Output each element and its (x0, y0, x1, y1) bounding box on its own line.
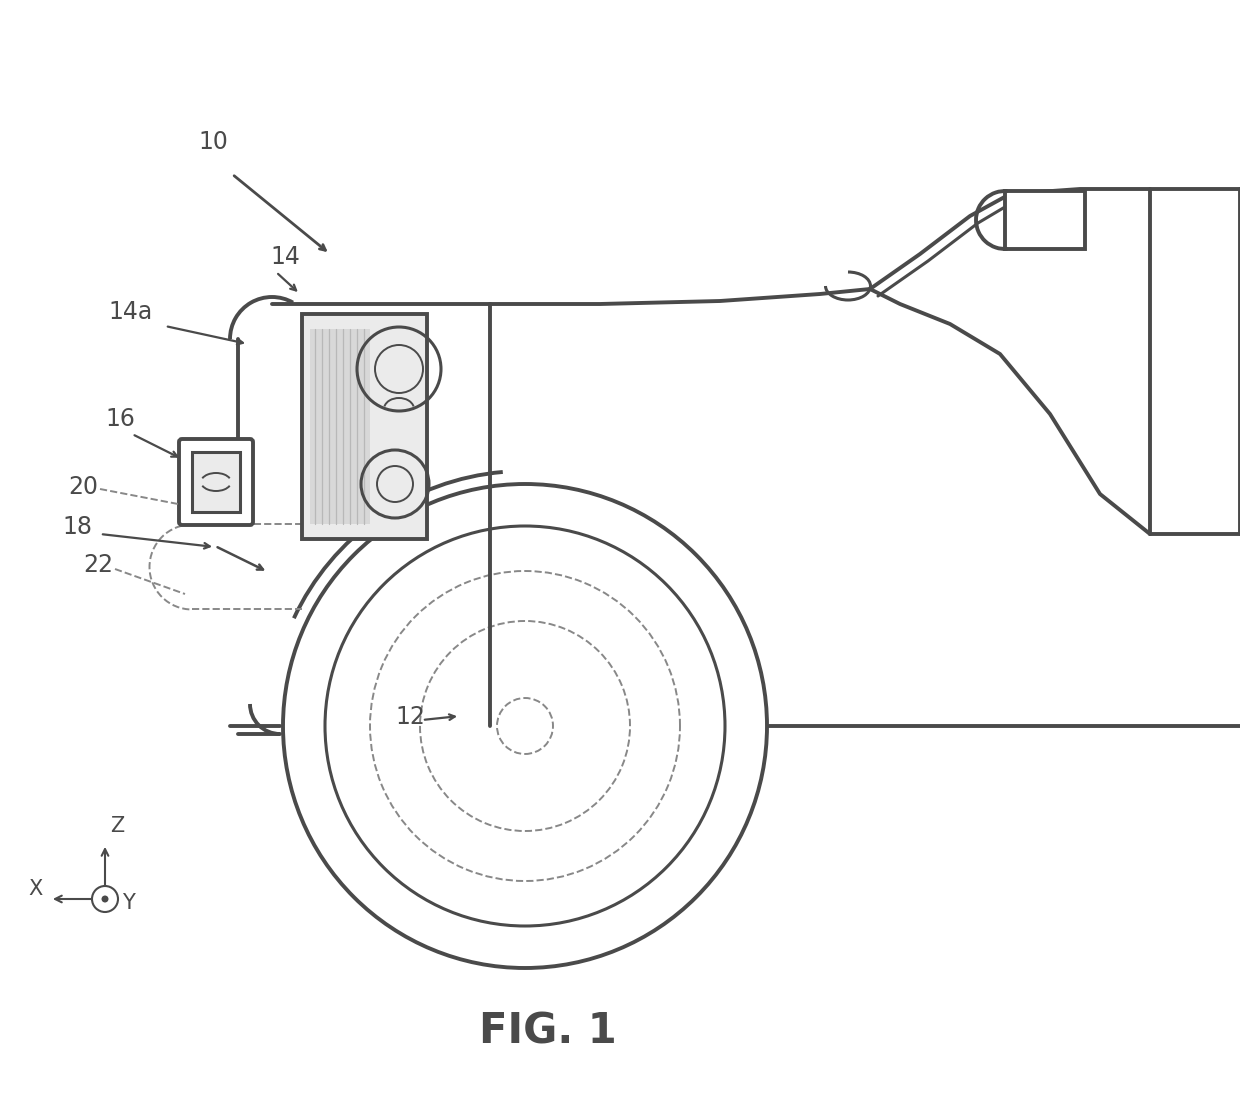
FancyBboxPatch shape (179, 439, 253, 525)
Text: 14: 14 (270, 245, 300, 269)
Text: 20: 20 (68, 475, 98, 499)
Bar (1004, 191, 1085, 249)
Bar (303, 314, 427, 539)
Bar (310, 329, 370, 524)
Text: 18: 18 (62, 515, 92, 539)
Text: 14a: 14a (108, 300, 153, 324)
Circle shape (92, 886, 118, 912)
Text: FIG. 1: FIG. 1 (479, 1010, 616, 1052)
Text: 12: 12 (396, 705, 425, 729)
Text: Y: Y (122, 893, 135, 913)
Text: X: X (29, 878, 42, 899)
Circle shape (283, 484, 768, 968)
Text: 22: 22 (83, 552, 113, 577)
Bar (370, 319, 422, 534)
Text: 16: 16 (105, 407, 135, 431)
Circle shape (102, 896, 109, 903)
Text: Z: Z (110, 816, 124, 836)
Text: 10: 10 (198, 130, 228, 154)
Bar (192, 452, 241, 512)
